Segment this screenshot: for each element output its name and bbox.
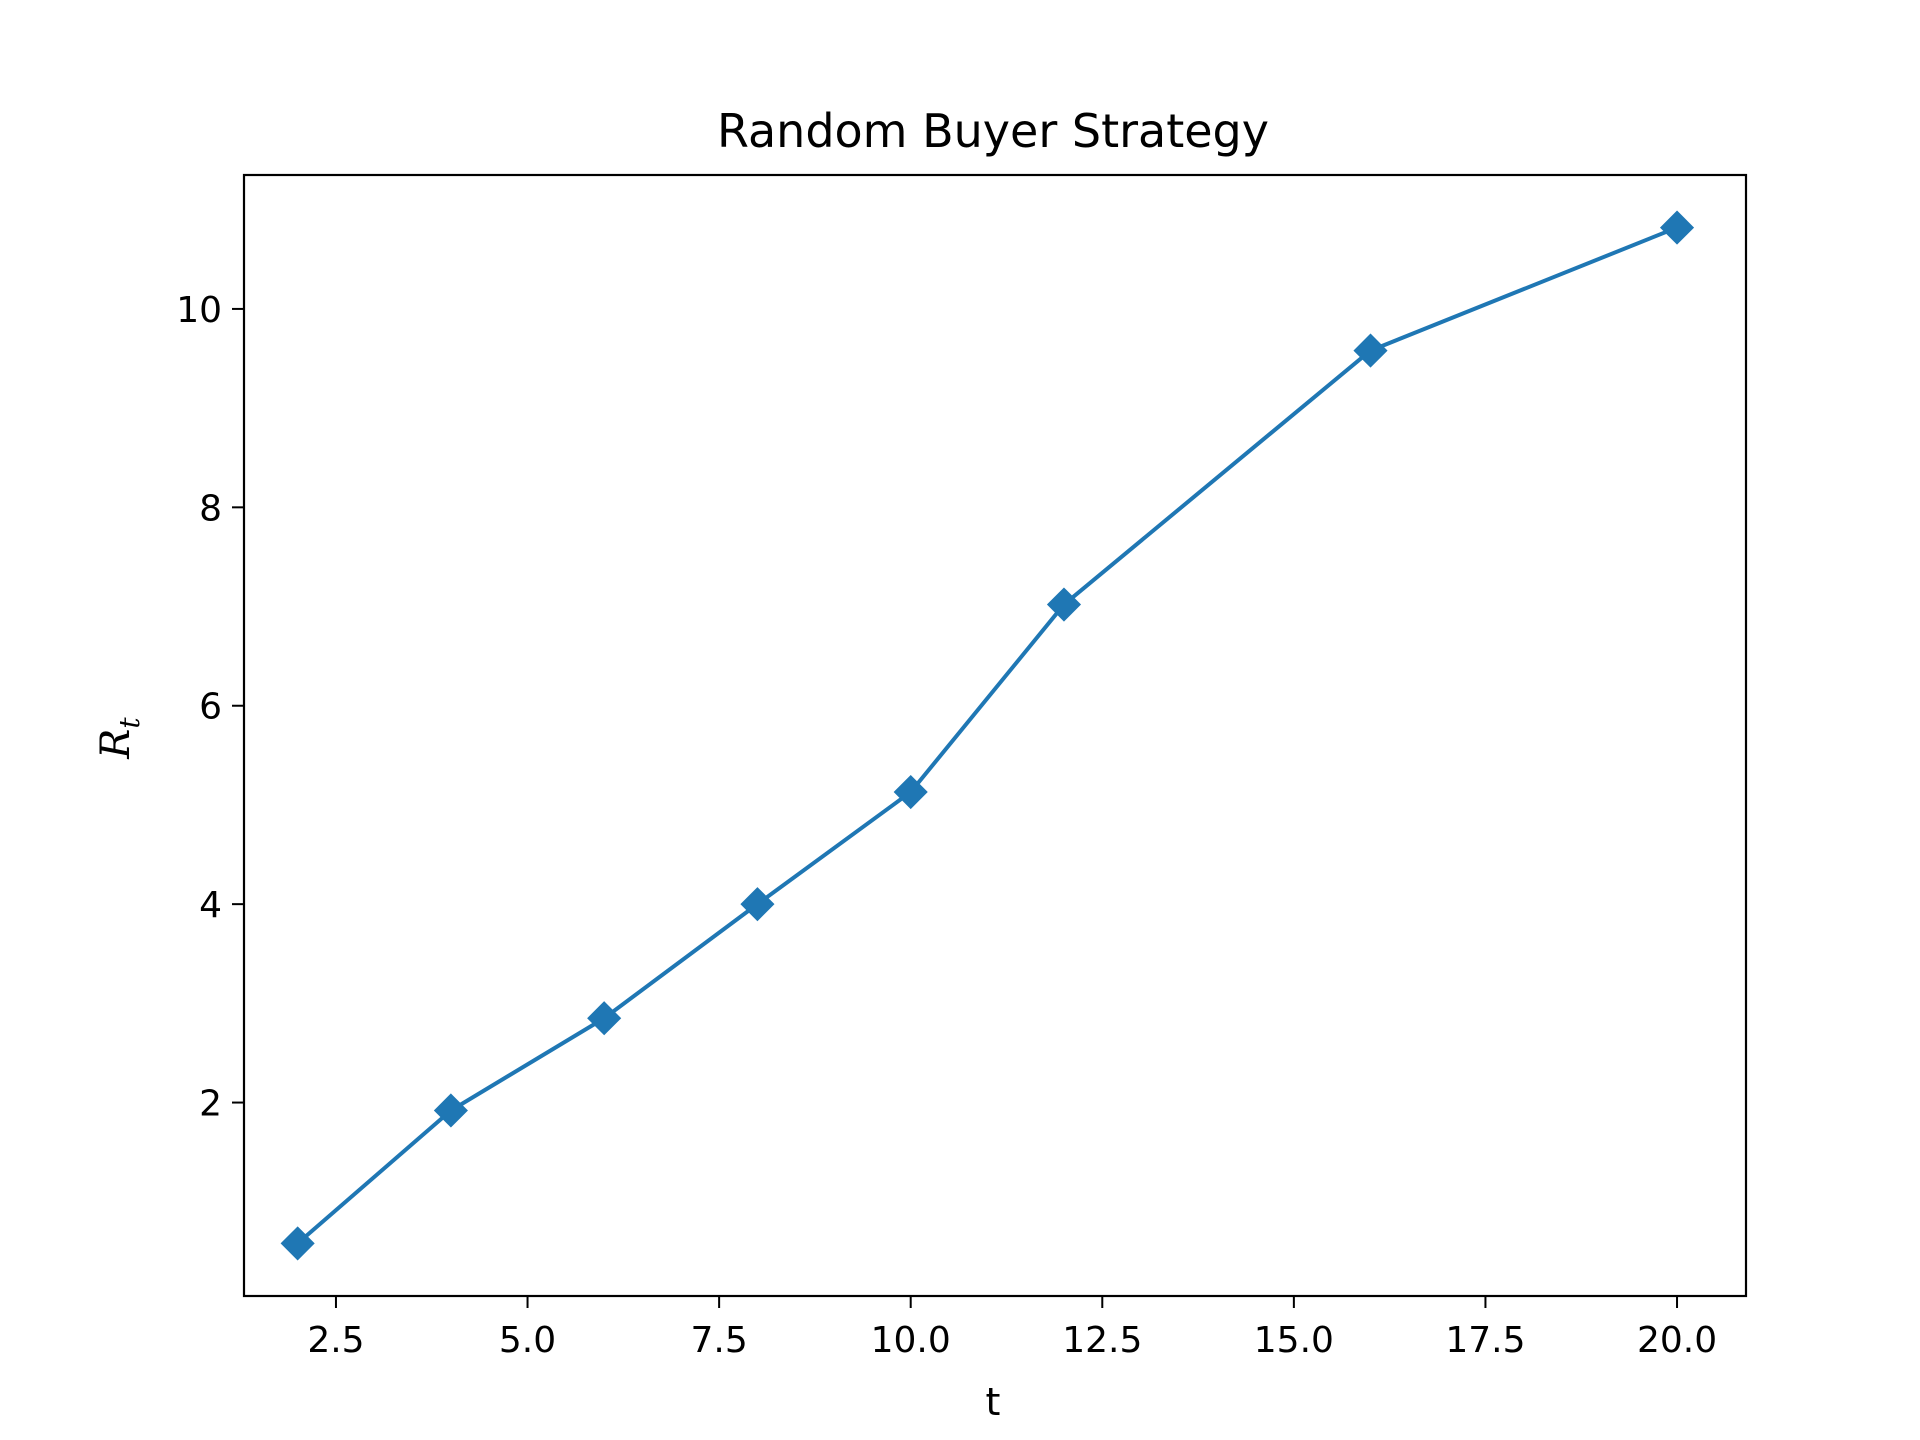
x-tick-label: 7.5 bbox=[690, 1320, 747, 1361]
series-layer bbox=[280, 210, 1695, 1261]
x-tick-label: 20.0 bbox=[1637, 1320, 1717, 1361]
data-point-marker bbox=[1046, 587, 1082, 622]
x-tick-label: 15.0 bbox=[1254, 1320, 1334, 1361]
x-axis-ticks: 2.5 5.0 7.5 10.0 12.5 15.0 17.5 20.0 bbox=[307, 1296, 1717, 1361]
y-axis-label-main: R bbox=[93, 729, 139, 760]
data-point-marker bbox=[740, 887, 775, 922]
y-tick-label: 10 bbox=[176, 290, 222, 331]
y-tick-label: 4 bbox=[199, 885, 222, 926]
x-tick-label: 10.0 bbox=[871, 1320, 951, 1361]
data-point-marker bbox=[1659, 210, 1695, 245]
y-tick-label: 2 bbox=[199, 1084, 222, 1125]
x-tick-label: 12.5 bbox=[1062, 1320, 1142, 1361]
x-tick-label: 2.5 bbox=[307, 1320, 364, 1361]
data-point-marker bbox=[433, 1093, 468, 1128]
plot-area: 2.5 5.0 7.5 10.0 12.5 15.0 17.5 20.0 2 4 6 8 10 bbox=[176, 173, 1748, 1361]
y-tick-label: 6 bbox=[199, 687, 222, 728]
data-point-marker bbox=[280, 1226, 315, 1261]
data-point-marker bbox=[1353, 333, 1388, 368]
y-axis-label-subscript: t bbox=[113, 717, 146, 729]
chart-title: Random Buyer Strategy bbox=[717, 104, 1269, 158]
data-point-marker bbox=[587, 1001, 622, 1036]
x-axis-label: t bbox=[986, 1380, 1001, 1424]
x-tick-label: 5.0 bbox=[499, 1320, 556, 1361]
axes-frame bbox=[242, 173, 1748, 1298]
y-tick-label: 8 bbox=[199, 488, 222, 529]
y-axis-label: Rt bbox=[93, 717, 146, 760]
data-point-marker bbox=[893, 774, 928, 810]
y-axis-ticks: 2 4 6 8 10 bbox=[176, 290, 244, 1125]
series-line bbox=[295, 225, 1680, 1246]
svg-text:Rt: Rt bbox=[93, 717, 146, 760]
x-tick-label: 17.5 bbox=[1445, 1320, 1525, 1361]
